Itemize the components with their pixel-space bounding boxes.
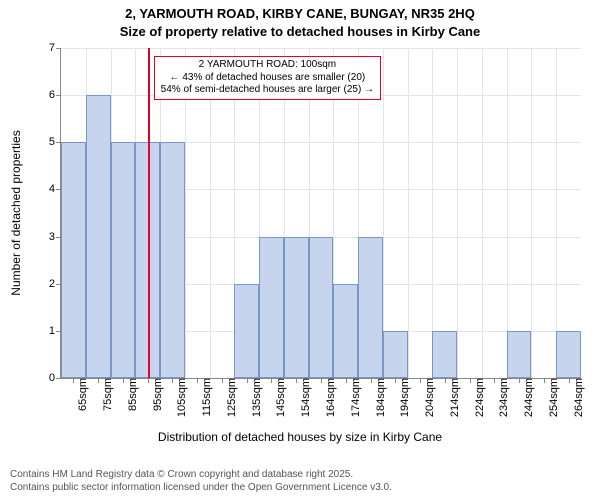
ytick-mark xyxy=(56,95,61,96)
xtick-label: 135sqm xyxy=(251,378,263,417)
xtick-label: 95sqm xyxy=(152,378,164,411)
histogram-bar xyxy=(234,284,259,378)
xtick-label: 65sqm xyxy=(77,378,89,411)
callout-line: ← 43% of detached houses are smaller (20… xyxy=(161,72,374,85)
gridline-v xyxy=(383,48,384,378)
xtick-label: 194sqm xyxy=(399,378,411,417)
ytick-label: 1 xyxy=(49,325,55,337)
xtick-mark xyxy=(395,378,396,383)
ytick-label: 4 xyxy=(49,183,55,195)
xtick-label: 164sqm xyxy=(325,378,337,417)
xtick-mark xyxy=(519,378,520,383)
histogram-bar xyxy=(160,142,185,378)
xtick-mark xyxy=(247,378,248,383)
xtick-label: 75sqm xyxy=(102,378,114,411)
xtick-label: 214sqm xyxy=(449,378,461,417)
histogram-bar xyxy=(259,237,284,378)
xtick-label: 244sqm xyxy=(523,378,535,417)
footer-line2: Contains public sector information licen… xyxy=(10,482,392,495)
histogram-bar xyxy=(284,237,309,378)
histogram-bar xyxy=(86,95,111,378)
xtick-mark xyxy=(470,378,471,383)
ytick-label: 3 xyxy=(49,231,55,243)
xtick-label: 174sqm xyxy=(350,378,362,417)
xtick-label: 184sqm xyxy=(375,378,387,417)
reference-line xyxy=(148,48,150,378)
histogram-bar xyxy=(507,331,532,378)
y-axis-label: Number of detached properties xyxy=(9,130,23,295)
xtick-mark xyxy=(494,378,495,383)
page-title-line2: Size of property relative to detached ho… xyxy=(0,24,600,39)
ytick-label: 2 xyxy=(49,278,55,290)
histogram-bar xyxy=(333,284,358,378)
gridline-v xyxy=(482,48,483,378)
xtick-mark xyxy=(296,378,297,383)
xtick-label: 145sqm xyxy=(275,378,287,417)
xtick-mark xyxy=(346,378,347,383)
xtick-mark xyxy=(73,378,74,383)
xtick-label: 254sqm xyxy=(548,378,560,417)
gridline-v xyxy=(457,48,458,378)
histogram-bar xyxy=(111,142,136,378)
gridline-v xyxy=(408,48,409,378)
ytick-label: 5 xyxy=(49,136,55,148)
xtick-mark xyxy=(123,378,124,383)
histogram-bar xyxy=(432,331,457,378)
xtick-label: 224sqm xyxy=(474,378,486,417)
histogram-bar xyxy=(383,331,408,378)
xtick-mark xyxy=(172,378,173,383)
xtick-label: 115sqm xyxy=(201,378,213,416)
footer-line1: Contains HM Land Registry data © Crown c… xyxy=(10,469,392,482)
ytick-label: 0 xyxy=(49,372,55,384)
xtick-label: 154sqm xyxy=(300,378,312,417)
gridline-v xyxy=(531,48,532,378)
histogram-bar xyxy=(309,237,334,378)
gridline-v xyxy=(507,48,508,378)
xtick-label: 234sqm xyxy=(498,378,510,417)
xtick-mark xyxy=(98,378,99,383)
ytick-mark xyxy=(56,378,61,379)
xtick-label: 264sqm xyxy=(573,378,585,417)
ytick-label: 6 xyxy=(49,89,55,101)
reference-callout: 2 YARMOUTH ROAD: 100sqm← 43% of detached… xyxy=(154,56,381,100)
gridline-h xyxy=(61,48,581,49)
ytick-label: 7 xyxy=(49,42,55,54)
chart-plot-area: 0123456765sqm75sqm85sqm95sqm105sqm115sqm… xyxy=(60,48,581,379)
histogram-bar xyxy=(61,142,86,378)
xtick-mark xyxy=(321,378,322,383)
gridline-v xyxy=(432,48,433,378)
xtick-mark xyxy=(197,378,198,383)
callout-line: 2 YARMOUTH ROAD: 100sqm xyxy=(161,59,374,72)
xtick-mark xyxy=(569,378,570,383)
xtick-mark xyxy=(222,378,223,383)
x-axis-label: Distribution of detached houses by size … xyxy=(0,430,600,444)
xtick-label: 85sqm xyxy=(127,378,139,411)
ytick-mark xyxy=(56,48,61,49)
callout-line: 54% of semi-detached houses are larger (… xyxy=(161,84,374,97)
histogram-bar xyxy=(556,331,581,378)
attribution-footer: Contains HM Land Registry data © Crown c… xyxy=(10,469,392,494)
xtick-mark xyxy=(148,378,149,383)
xtick-mark xyxy=(445,378,446,383)
xtick-mark xyxy=(420,378,421,383)
page-title-line1: 2, YARMOUTH ROAD, KIRBY CANE, BUNGAY, NR… xyxy=(0,6,600,21)
xtick-label: 204sqm xyxy=(424,378,436,417)
xtick-label: 125sqm xyxy=(226,378,238,417)
histogram-bar xyxy=(358,237,383,378)
gridline-v xyxy=(556,48,557,378)
xtick-mark xyxy=(271,378,272,383)
xtick-label: 105sqm xyxy=(176,378,188,417)
xtick-mark xyxy=(544,378,545,383)
xtick-mark xyxy=(371,378,372,383)
